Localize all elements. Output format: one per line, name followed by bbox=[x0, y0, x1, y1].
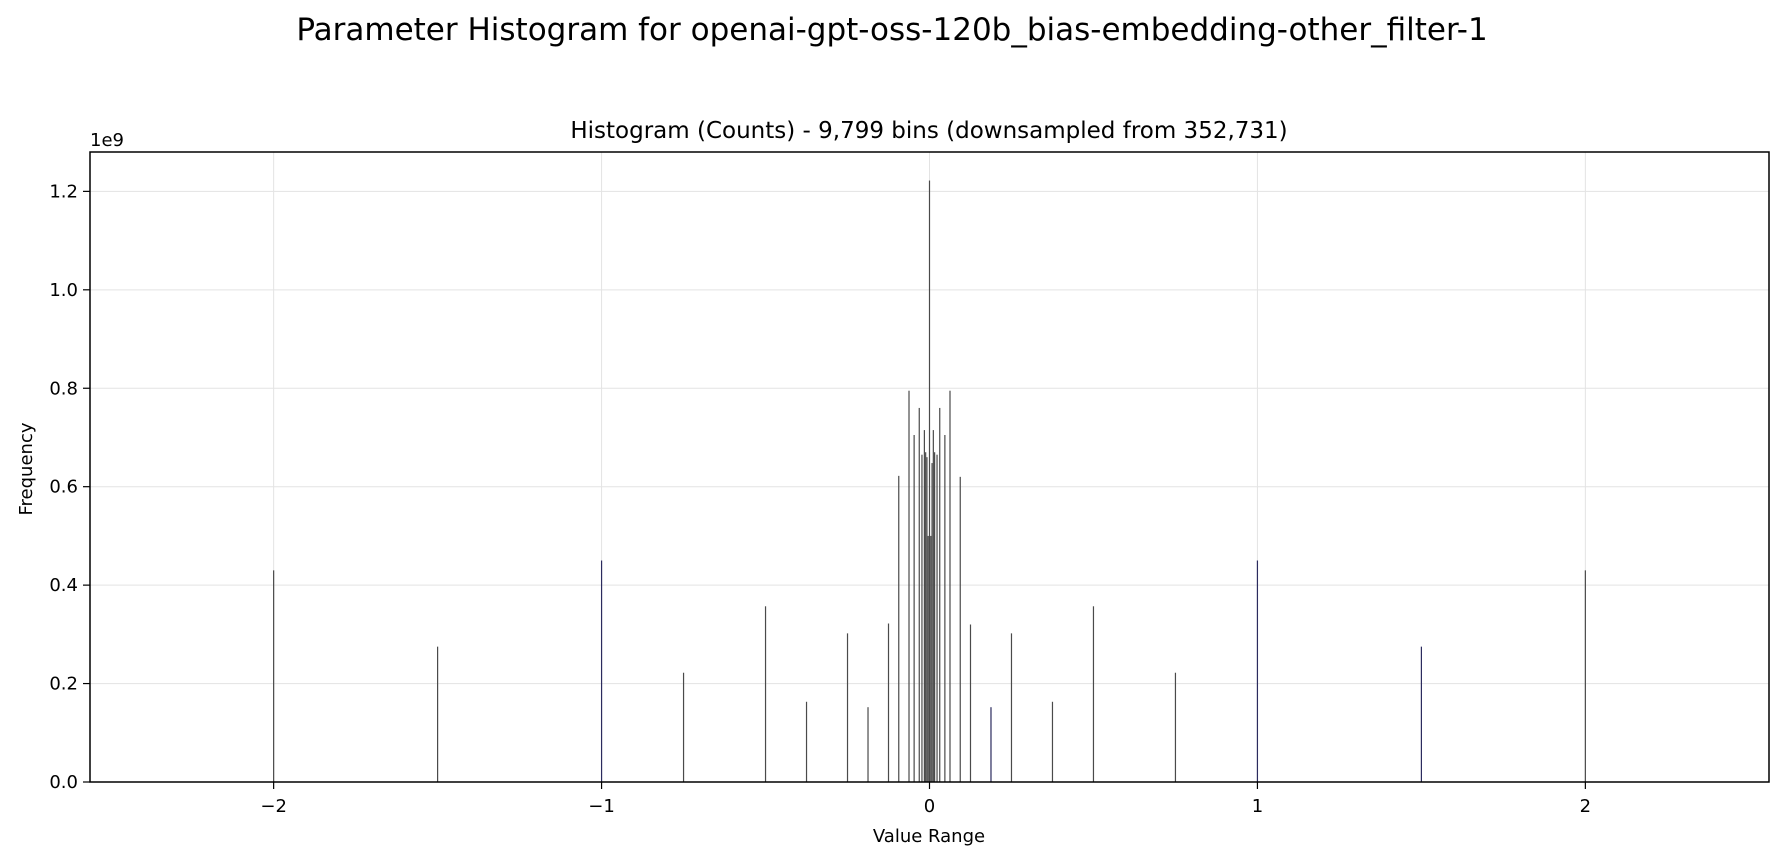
histogram-bar bbox=[934, 452, 936, 782]
y-tick-label: 0.2 bbox=[49, 674, 78, 695]
histogram-bar bbox=[867, 707, 869, 782]
histogram-bar bbox=[918, 407, 920, 782]
histogram-bar bbox=[927, 535, 929, 782]
y-axis-offset-label: 1e9 bbox=[90, 130, 124, 151]
histogram-bar bbox=[928, 180, 931, 782]
x-tick-label: 1 bbox=[1252, 796, 1263, 817]
histogram-bar bbox=[1010, 633, 1013, 782]
histogram-bar bbox=[1092, 606, 1095, 782]
histogram-bars bbox=[273, 180, 1586, 782]
chart-title: Histogram (Counts) - 9,799 bins (downsam… bbox=[570, 118, 1287, 144]
histogram-bar bbox=[1174, 672, 1177, 782]
histogram-bar bbox=[437, 646, 439, 782]
histogram-bar bbox=[949, 390, 951, 782]
histogram-bar bbox=[921, 454, 923, 782]
x-tick-label: −1 bbox=[588, 796, 615, 817]
histogram-bar bbox=[1256, 560, 1259, 782]
y-tick-label: 0.8 bbox=[49, 378, 78, 399]
histogram-bar bbox=[923, 430, 925, 782]
histogram-bar bbox=[887, 623, 890, 782]
y-tick-label: 1.0 bbox=[49, 280, 78, 301]
histogram-bar bbox=[969, 624, 972, 782]
histogram-bar bbox=[1420, 646, 1422, 782]
axes-frame bbox=[89, 151, 1770, 783]
histogram-bar bbox=[1584, 570, 1586, 782]
histogram-bar bbox=[990, 707, 992, 782]
y-tick-label: 0.4 bbox=[49, 575, 78, 596]
histogram-bar bbox=[936, 454, 938, 782]
histogram-bar bbox=[913, 435, 915, 782]
y-tick-label: 0.0 bbox=[49, 772, 78, 793]
histogram-bar bbox=[600, 560, 603, 782]
histogram-bar bbox=[898, 475, 900, 782]
histogram-bar bbox=[846, 633, 849, 782]
histogram-bar bbox=[932, 430, 934, 782]
x-tick-label: 2 bbox=[1580, 796, 1591, 817]
histogram-bar bbox=[273, 570, 275, 782]
axis-ticks: −2 −1 0 1 2 0.0 0.2 0.4 0.6 0.8 1.0 1.2 bbox=[49, 181, 1591, 817]
histogram-bar bbox=[939, 407, 941, 782]
histogram-bar bbox=[764, 606, 767, 782]
histogram-bar bbox=[930, 535, 932, 782]
y-tick-label: 1.2 bbox=[49, 181, 78, 202]
histogram-bar bbox=[959, 476, 961, 782]
y-axis-label: Frequency bbox=[16, 422, 37, 515]
y-tick-label: 0.6 bbox=[49, 477, 78, 498]
histogram-bar bbox=[925, 452, 927, 782]
histogram-bar bbox=[908, 390, 910, 782]
histogram-bar bbox=[926, 457, 928, 782]
x-tick-label: 0 bbox=[924, 796, 935, 817]
histogram-bar bbox=[944, 435, 946, 782]
histogram-bar bbox=[1051, 701, 1054, 782]
histogram-bar bbox=[805, 701, 808, 782]
histogram-bar bbox=[931, 463, 933, 782]
x-tick-label: −2 bbox=[260, 796, 287, 817]
x-axis-label: Value Range bbox=[873, 826, 985, 847]
figure-suptitle: Parameter Histogram for openai-gpt-oss-1… bbox=[296, 12, 1488, 48]
histogram-bar bbox=[682, 672, 685, 782]
